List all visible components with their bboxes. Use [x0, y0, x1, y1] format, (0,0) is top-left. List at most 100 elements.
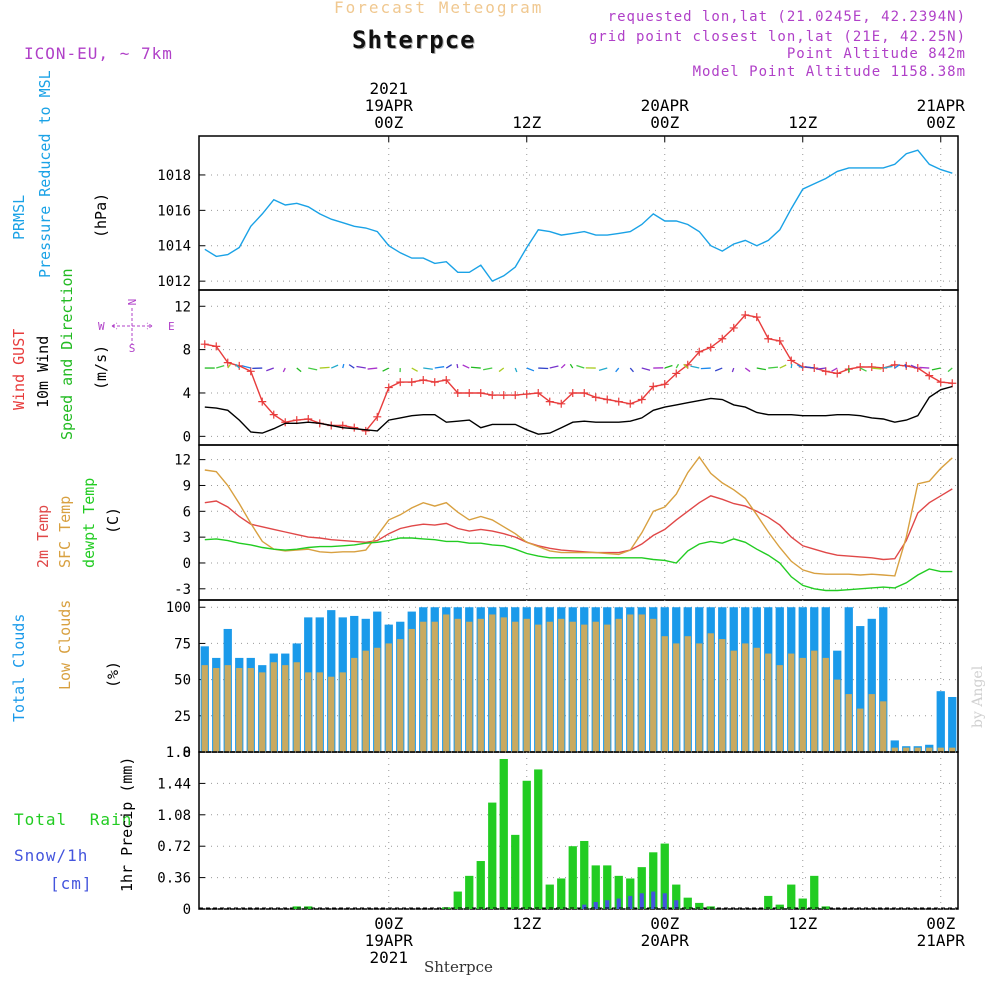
wind-direction-arrow [904, 363, 907, 369]
wind-direction-arrow [675, 363, 680, 369]
gust-marker [522, 390, 531, 399]
bottom-time-label: 00Z [650, 914, 679, 933]
compass-n: N [126, 299, 139, 306]
low-cloud-bar [857, 708, 864, 752]
rain-bar [614, 875, 623, 909]
wind-direction-arrow [947, 367, 953, 373]
low-cloud-bar [753, 647, 760, 752]
compass-w: W [98, 320, 105, 333]
low-cloud-bar [937, 747, 944, 752]
low-cloud-bar [328, 676, 335, 752]
low-cloud-bar [926, 747, 933, 752]
gust-marker [672, 369, 681, 378]
gust-marker [350, 423, 359, 432]
wind-direction-arrow [470, 366, 481, 369]
ytick-label-precip: 0.72 [157, 839, 191, 855]
compass-s: S [129, 342, 136, 355]
low-cloud-bar [546, 621, 553, 752]
rain-bar [672, 884, 681, 909]
wind-direction-arrow [910, 364, 918, 369]
rain-bar [511, 834, 520, 909]
ytick-label-precip: 1.08 [157, 808, 191, 824]
ytick-label-precip: 0.36 [157, 871, 191, 887]
gust-marker [591, 393, 600, 402]
rain-bar [591, 865, 600, 909]
low-cloud-bar [397, 639, 404, 752]
wind-direction-arrow [411, 367, 418, 372]
wind-direction-arrow [731, 367, 735, 373]
low-cloud-bar [512, 621, 519, 752]
top-time-label: 21APR [917, 96, 966, 115]
ytick-label-pressure: 1016 [157, 203, 191, 219]
gust-marker [223, 358, 232, 367]
low-cloud-bar [374, 647, 381, 752]
top-time-label: 20APR [641, 96, 690, 115]
low-cloud-bar [454, 618, 461, 752]
rain-bar [775, 904, 784, 909]
gust-marker [729, 323, 738, 332]
wind-direction-arrow [796, 364, 804, 369]
wind-direction-arrow [779, 364, 787, 369]
wind-direction-arrow [756, 367, 766, 371]
total-cloud-bar [936, 691, 945, 752]
top-time-label: 00Z [374, 113, 403, 132]
low-cloud-bar [615, 618, 622, 752]
gust-marker [212, 342, 221, 351]
snow-bar [674, 900, 679, 909]
series-line-2m-temp [204, 488, 953, 561]
rain-bar [603, 865, 612, 909]
low-cloud-bar [477, 618, 484, 752]
top-time-label: 12Z [512, 113, 541, 132]
top-time-label: 00Z [650, 113, 679, 132]
gust-marker [867, 362, 876, 371]
panel-frame-temp [198, 444, 959, 601]
ytick-label-temp: -3 [174, 582, 191, 598]
ytick-label-wind: 4 [183, 386, 191, 402]
wind-direction-arrow [330, 364, 339, 369]
wind-direction-arrow [342, 363, 345, 369]
panel-frame-pressure [198, 135, 959, 291]
wind-direction-arrow [266, 367, 274, 372]
wind-direction-arrow [871, 367, 882, 370]
gust-marker [925, 371, 934, 380]
low-cloud-bar [259, 672, 266, 752]
low-cloud-bar [420, 621, 427, 752]
gust-marker [557, 399, 566, 408]
ytick-label-pressure: 1014 [157, 239, 191, 255]
total-cloud-bar [867, 618, 876, 752]
ytick-label-clouds: 0 [183, 745, 191, 761]
rain-bar [695, 902, 704, 909]
low-cloud-bar [707, 633, 714, 752]
bottom-time-label: 19APR [365, 931, 414, 950]
rain-bar [499, 758, 508, 909]
gust-marker [833, 369, 842, 378]
gust-marker [660, 380, 669, 389]
ytick-label-wind: 0 [183, 429, 191, 445]
compass-rose [111, 308, 153, 344]
total-cloud-bar [856, 626, 865, 752]
rain-bar [764, 895, 773, 909]
ytick-label-temp: 0 [183, 556, 191, 572]
gust-marker [246, 367, 255, 376]
gust-marker [649, 382, 658, 391]
gust-marker [373, 412, 382, 421]
wind-direction-arrow [282, 367, 286, 373]
requested-coords: requested lon,lat (21.0245E, 42.2394N) [607, 9, 966, 25]
gust-marker [775, 336, 784, 345]
low-cloud-bar [661, 636, 668, 752]
model-altitude: Model Point Altitude 1158.38m [692, 64, 966, 80]
wind-direction-arrow [514, 367, 518, 373]
rain-bar [488, 802, 497, 909]
gust-marker [419, 375, 428, 384]
rain-bar [637, 867, 646, 909]
wind-direction-arrow [790, 363, 793, 369]
rain-bar [522, 780, 531, 909]
low-cloud-bar [903, 747, 910, 752]
low-cloud-bar [765, 653, 772, 752]
low-cloud-bar [868, 694, 875, 752]
snow-bar [582, 904, 587, 909]
footer-station: Shterpce [424, 958, 493, 976]
low-cloud-bar [489, 614, 496, 752]
low-cloud-bar [742, 643, 749, 752]
